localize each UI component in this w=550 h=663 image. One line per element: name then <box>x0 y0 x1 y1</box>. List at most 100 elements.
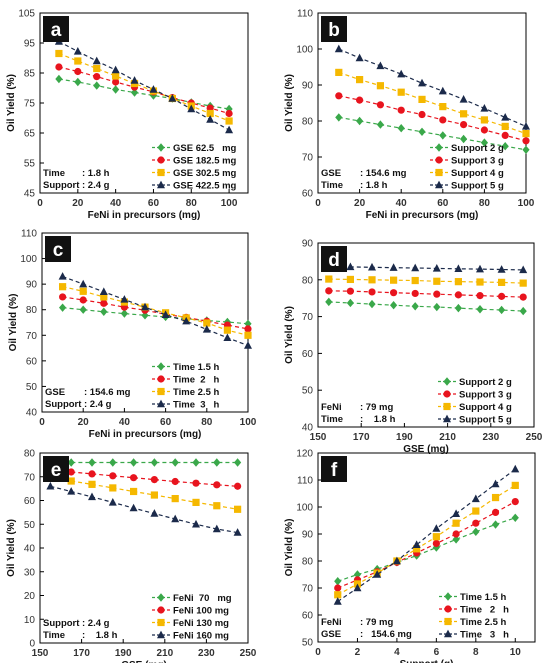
data-point <box>182 316 191 325</box>
annotation-value: : 79 mg <box>360 617 393 628</box>
data-point <box>244 325 252 333</box>
x-tick-label: 80 <box>479 198 491 209</box>
x-axis-label: Support (g) <box>400 659 454 663</box>
data-point <box>452 530 460 538</box>
data-point <box>130 487 138 496</box>
data-point <box>130 88 139 97</box>
y-tick-label: 75 <box>24 99 36 110</box>
data-point <box>59 303 67 312</box>
data-point <box>454 264 463 272</box>
legend-label: Time 1.5 h <box>460 592 506 603</box>
data-point <box>88 480 96 488</box>
panel-label: f <box>331 460 338 481</box>
y-axis-label: Oil Yield (%) <box>284 306 295 364</box>
data-point <box>491 479 500 488</box>
data-point <box>67 487 76 495</box>
x-tick-label: 10 <box>510 647 522 658</box>
y-tick-label: 100 <box>20 254 37 265</box>
x-tick-label: 170 <box>73 648 90 659</box>
data-point <box>439 103 447 111</box>
data-point <box>346 262 355 271</box>
y-tick-label: 80 <box>26 305 38 316</box>
data-point <box>150 458 158 467</box>
series-line-3 <box>62 286 249 336</box>
data-point <box>67 477 75 485</box>
data-point <box>120 309 128 318</box>
x-tick-label: 100 <box>518 198 535 209</box>
data-point <box>79 305 87 314</box>
data-point <box>335 68 343 76</box>
data-point <box>501 142 509 151</box>
data-point <box>498 305 506 315</box>
series-line-3 <box>338 71 527 135</box>
y-tick-label: 100 <box>296 45 313 56</box>
x-tick-label: 20 <box>354 198 366 209</box>
data-point <box>476 305 484 314</box>
legend-label: FeNi 130 mg <box>173 618 229 629</box>
data-point <box>223 326 231 334</box>
data-point <box>432 539 440 548</box>
data-point <box>491 520 500 529</box>
annotation-value: : 1.8 h <box>82 630 118 641</box>
legend-marker <box>443 390 451 398</box>
x-axis-label: FeNi in precursors (mg) <box>88 210 201 221</box>
y-tick-label: 40 <box>302 423 314 434</box>
data-point <box>88 458 96 467</box>
series-line-1 <box>338 116 527 151</box>
data-point <box>376 101 384 109</box>
data-point <box>480 104 489 112</box>
y-tick-label: 80 <box>24 449 36 460</box>
data-point <box>368 288 376 296</box>
annotation-label: Time <box>43 168 65 179</box>
data-point <box>454 303 462 313</box>
panel-label-badge <box>321 246 347 272</box>
data-point <box>192 479 200 487</box>
series-line-1 <box>58 78 230 110</box>
data-point <box>334 591 342 599</box>
x-tick-label: 230 <box>198 648 215 659</box>
annotation-label: Support <box>43 180 80 191</box>
y-tick-label: 50 <box>302 638 314 649</box>
data-point <box>149 85 158 93</box>
data-point <box>233 528 242 536</box>
y-tick-label: 70 <box>302 153 314 164</box>
data-point <box>389 263 398 271</box>
data-point <box>346 275 354 284</box>
series-line-2 <box>337 501 516 589</box>
legend-marker <box>444 592 452 601</box>
data-point <box>472 507 480 515</box>
data-point <box>67 468 75 476</box>
y-tick-label: 70 <box>26 331 38 342</box>
legend-marker <box>157 593 165 602</box>
panel-label-badge <box>321 16 347 42</box>
data-point <box>452 519 460 527</box>
y-tick-label: 120 <box>296 449 313 460</box>
series-line-2 <box>62 296 249 330</box>
data-point <box>59 293 67 301</box>
x-tick-label: 40 <box>396 198 408 209</box>
x-tick-label: 170 <box>353 432 370 443</box>
y-axis-label: Oil Yield (%) <box>6 519 17 577</box>
annotation-label: Support <box>43 618 80 629</box>
data-point <box>497 265 506 273</box>
legend-label: Time 2.5 h <box>460 617 506 628</box>
legend-marker <box>443 402 451 411</box>
annotation-label: Time <box>321 180 343 191</box>
panel-label-badge <box>43 456 69 482</box>
data-point <box>452 535 460 544</box>
data-point <box>460 121 468 129</box>
data-point <box>168 94 177 102</box>
series-line-1 <box>62 307 249 325</box>
data-point <box>74 77 82 87</box>
data-point <box>206 115 215 123</box>
data-point <box>141 302 149 311</box>
series-line-1 <box>337 517 516 582</box>
data-point <box>74 57 82 65</box>
data-point <box>368 299 376 309</box>
legend-marker <box>157 375 165 383</box>
x-tick-label: 250 <box>240 648 257 659</box>
data-point <box>472 519 480 527</box>
legend-label: FeNi 70 mg <box>173 593 232 604</box>
x-tick-label: 80 <box>201 417 213 428</box>
data-point <box>454 291 462 299</box>
